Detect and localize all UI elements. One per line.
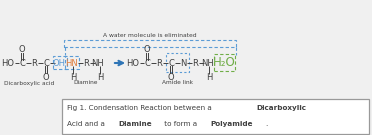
Text: R: R [83,58,89,68]
Text: HO: HO [1,58,15,68]
Text: O: O [43,72,49,82]
Text: H: H [97,73,103,82]
Text: A water molecule is eliminated: A water molecule is eliminated [103,33,197,38]
Text: O: O [144,45,150,53]
Text: R: R [192,58,198,68]
Text: H: H [70,73,76,82]
Text: Acid and a: Acid and a [67,121,107,127]
Text: C: C [43,58,49,68]
Text: NH: NH [201,58,214,68]
Text: O: O [168,72,174,82]
Text: to form a: to form a [162,121,199,127]
Text: Dicarboxylic acid: Dicarboxylic acid [4,80,54,85]
Text: O: O [19,45,25,53]
Text: N: N [180,58,186,68]
Text: HN: HN [65,58,77,68]
Text: C: C [144,58,150,68]
Text: C: C [19,58,25,68]
Text: .: . [265,121,267,127]
Text: Dicarboxylic: Dicarboxylic [257,105,307,111]
Text: C: C [168,58,174,68]
FancyBboxPatch shape [62,99,369,134]
Text: Fig 1. Condensation Reaction between a: Fig 1. Condensation Reaction between a [67,105,214,111]
Text: OH: OH [52,58,65,68]
Text: R: R [31,58,37,68]
Text: Polyamide: Polyamide [211,121,253,127]
Text: R: R [156,58,162,68]
Text: HO: HO [126,58,140,68]
Text: Diamine: Diamine [119,121,153,127]
Text: H₂O: H₂O [213,57,235,70]
Text: Diamine: Diamine [74,80,98,85]
Text: NH: NH [92,58,105,68]
Text: H: H [206,73,212,82]
Text: Amide link: Amide link [161,80,192,85]
